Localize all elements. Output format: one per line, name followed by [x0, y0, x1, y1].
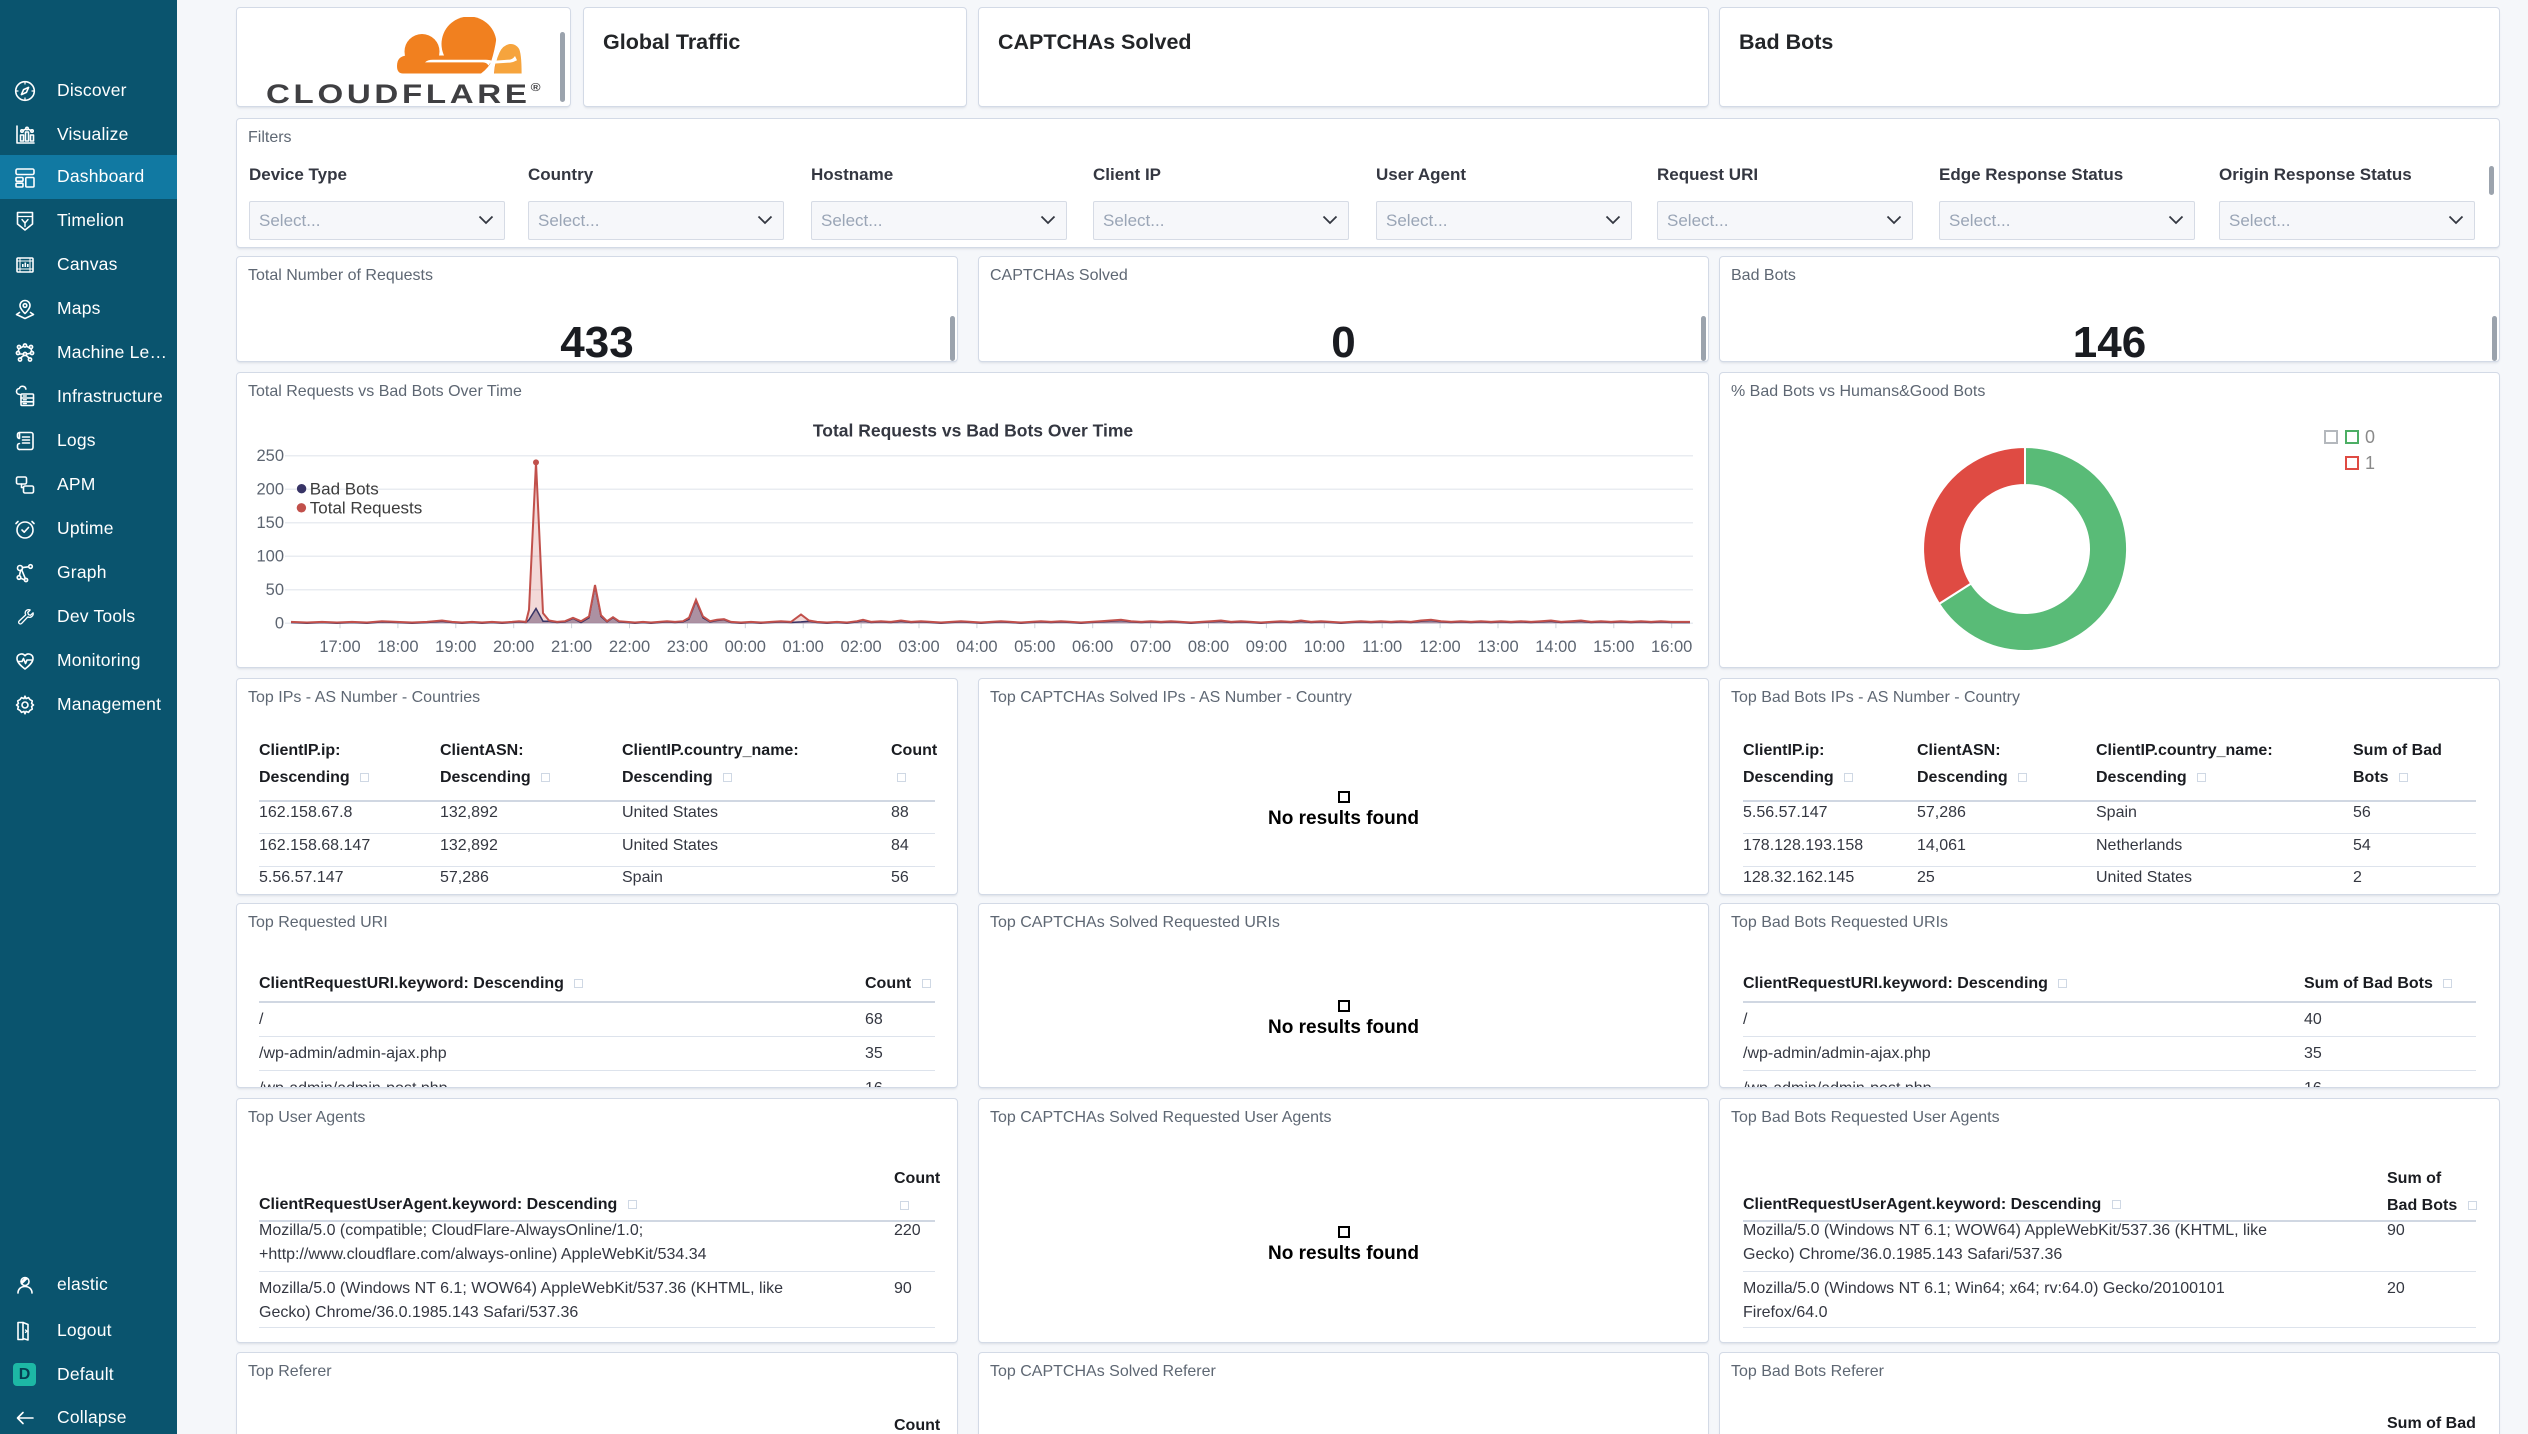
svg-text:03:00: 03:00 — [898, 638, 939, 656]
svg-text:08:00: 08:00 — [1188, 638, 1229, 656]
svg-text:05:00: 05:00 — [1014, 638, 1055, 656]
svg-text:250: 250 — [256, 447, 284, 465]
svg-text:10:00: 10:00 — [1304, 638, 1345, 656]
svg-text:11:00: 11:00 — [1362, 638, 1402, 656]
svg-text:02:00: 02:00 — [840, 638, 881, 656]
svg-text:0: 0 — [2365, 427, 2375, 447]
svg-text:Bad Bots: Bad Bots — [310, 480, 379, 499]
svg-text:150: 150 — [256, 514, 284, 532]
svg-text:12:00: 12:00 — [1419, 638, 1460, 656]
svg-text:20:00: 20:00 — [493, 638, 534, 656]
svg-text:1: 1 — [2365, 453, 2375, 473]
svg-text:21:00: 21:00 — [551, 638, 592, 656]
svg-text:07:00: 07:00 — [1130, 638, 1171, 656]
svg-text:17:00: 17:00 — [319, 638, 360, 656]
svg-text:22:00: 22:00 — [609, 638, 650, 656]
svg-text:14:00: 14:00 — [1535, 638, 1576, 656]
svg-text:13:00: 13:00 — [1477, 638, 1518, 656]
svg-text:100: 100 — [256, 548, 284, 566]
svg-text:16:00: 16:00 — [1651, 638, 1692, 656]
svg-text:00:00: 00:00 — [725, 638, 766, 656]
svg-text:50: 50 — [266, 581, 284, 599]
svg-text:01:00: 01:00 — [783, 638, 824, 656]
svg-text:Total Requests: Total Requests — [310, 499, 422, 518]
svg-text:04:00: 04:00 — [956, 638, 997, 656]
svg-text:23:00: 23:00 — [667, 638, 708, 656]
svg-text:19:00: 19:00 — [435, 638, 476, 656]
svg-text:200: 200 — [256, 481, 284, 499]
svg-text:18:00: 18:00 — [377, 638, 418, 656]
svg-text:06:00: 06:00 — [1072, 638, 1113, 656]
svg-text:Total Requests vs Bad Bots Ove: Total Requests vs Bad Bots Over Time — [813, 421, 1134, 441]
svg-text:09:00: 09:00 — [1246, 638, 1287, 656]
svg-text:15:00: 15:00 — [1593, 638, 1634, 656]
svg-text:0: 0 — [275, 615, 284, 633]
